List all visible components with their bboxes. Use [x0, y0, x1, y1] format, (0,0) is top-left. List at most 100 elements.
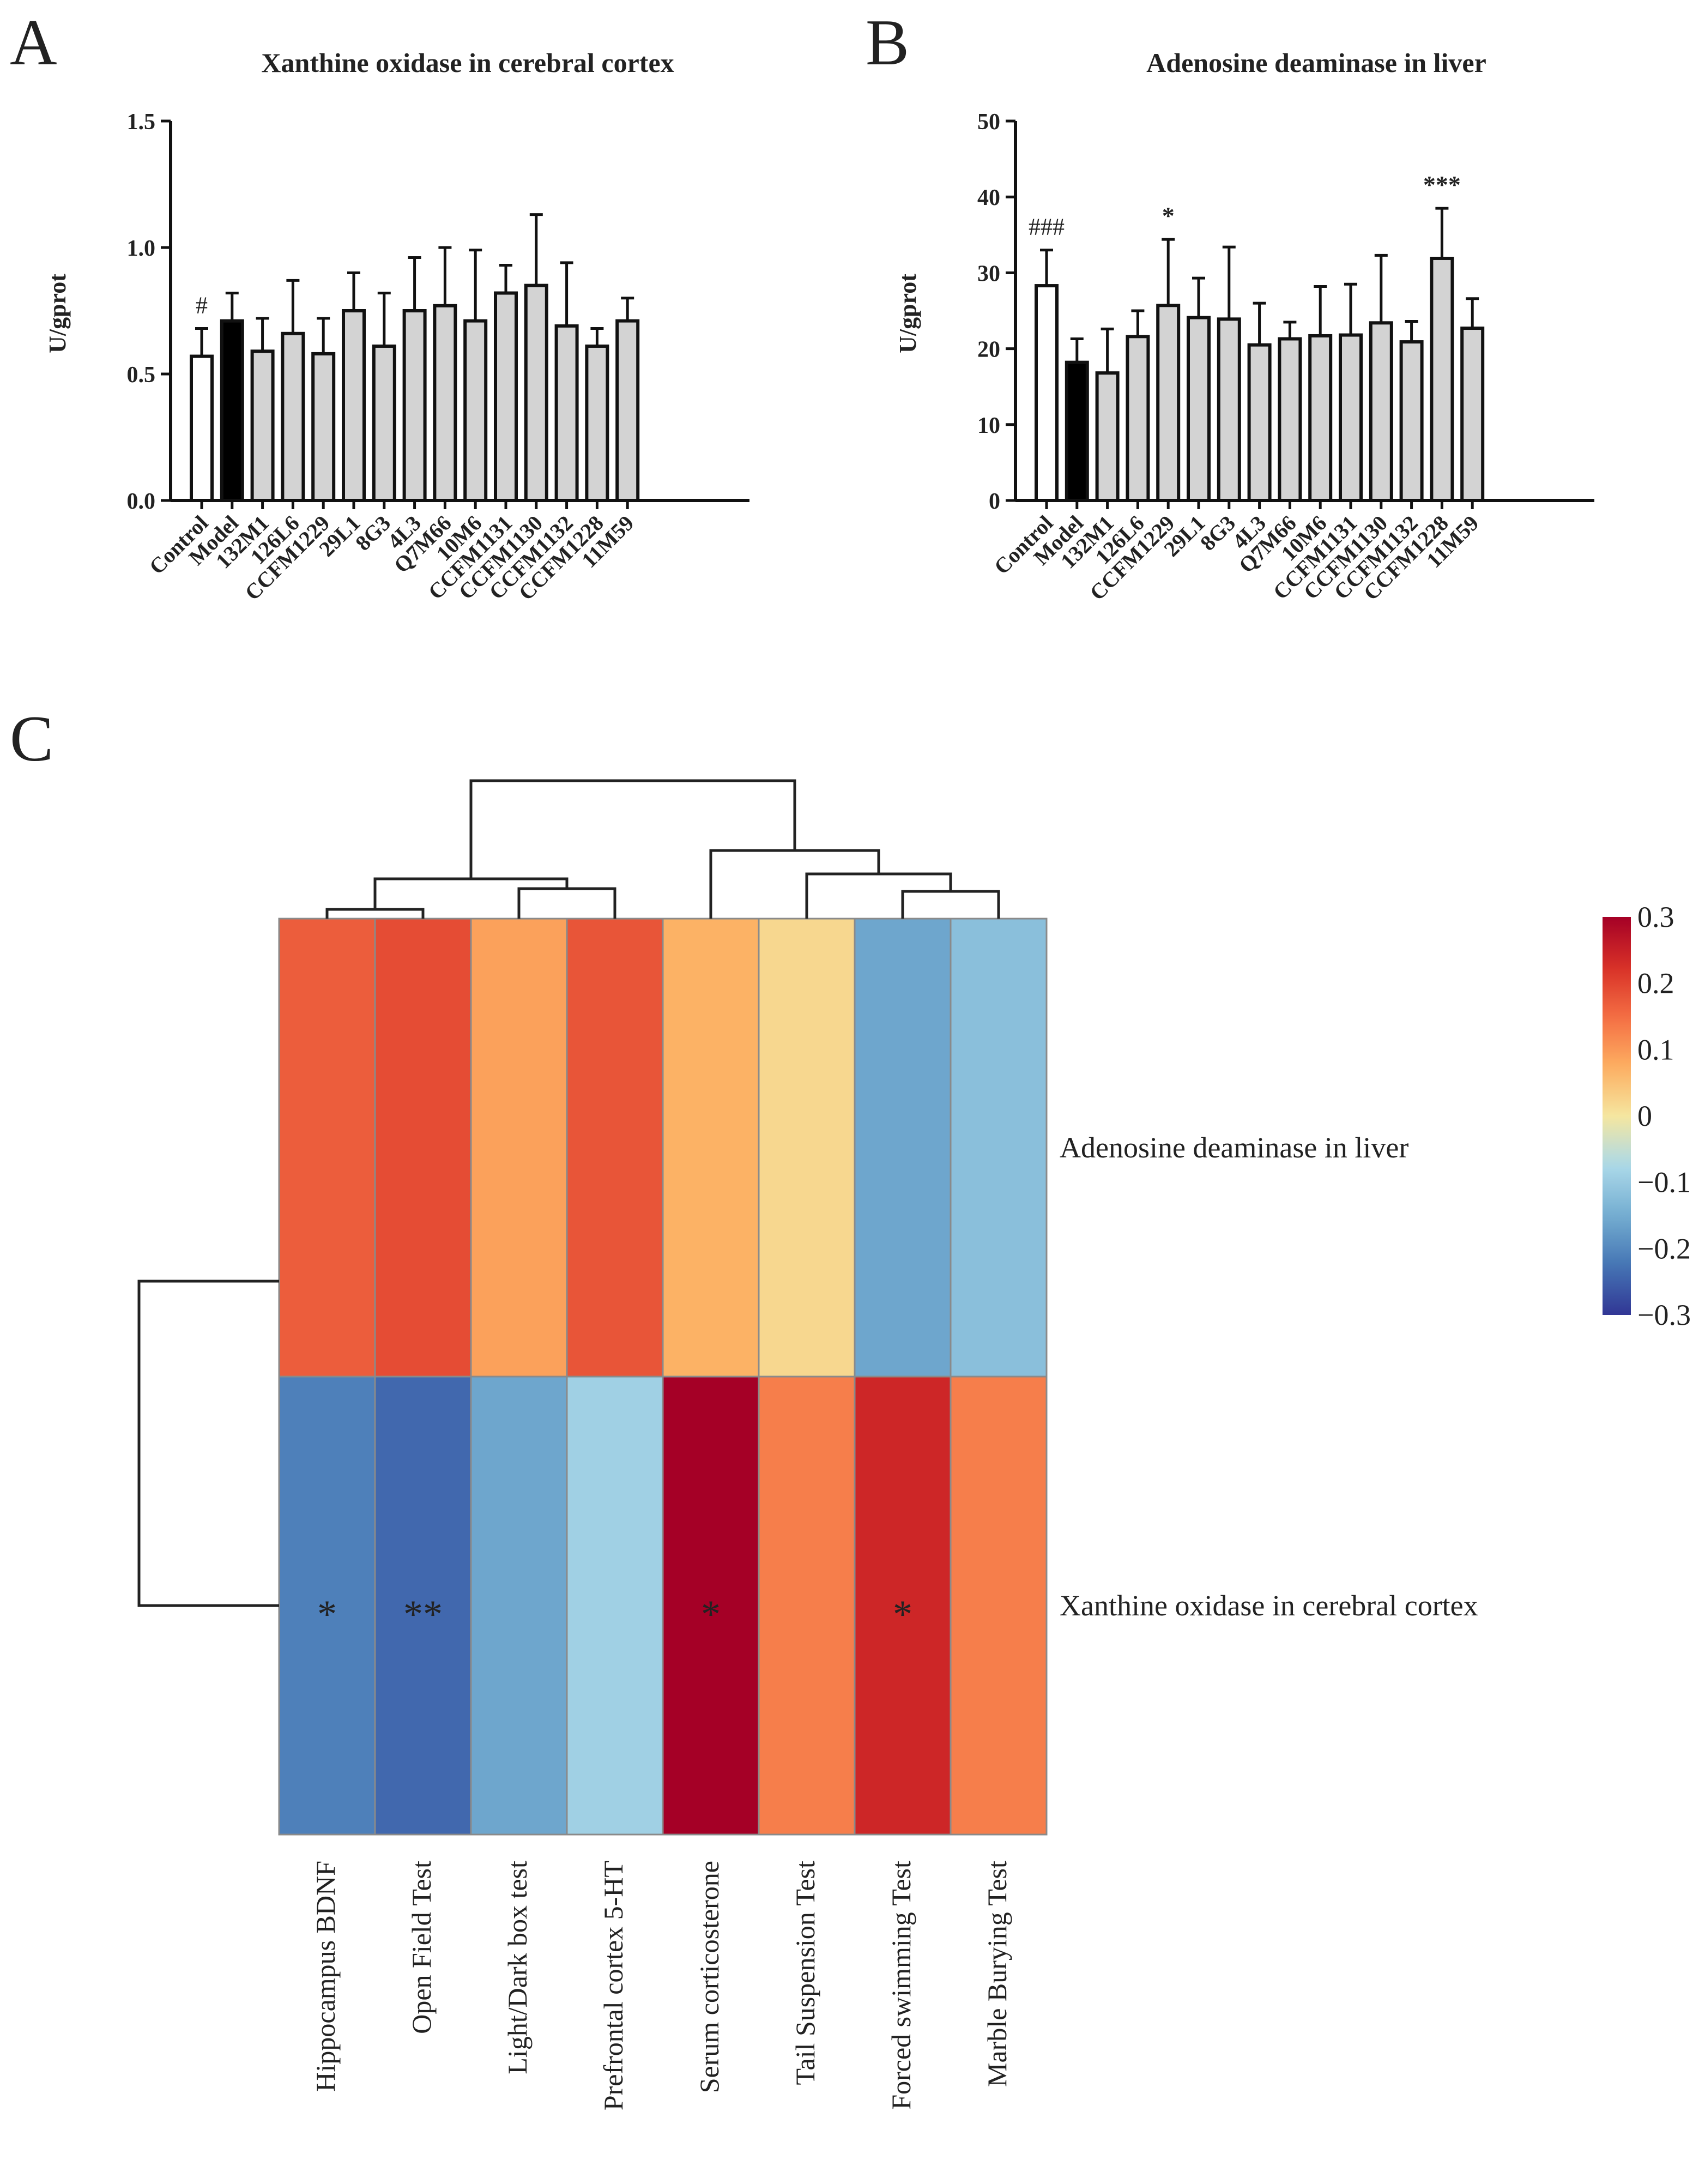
heatmap-cell: [758, 918, 856, 1378]
column-label: Marble Burying Test: [982, 1861, 1012, 2087]
bar: [250, 349, 275, 502]
bar: [1247, 343, 1272, 502]
column-label: Tail Suspension Test: [790, 1861, 820, 2085]
y-tick-label: 0.0: [127, 489, 156, 514]
bar: [1430, 256, 1454, 502]
significance-star: **: [403, 1592, 443, 1636]
y-tick-label: 1.5: [127, 110, 156, 135]
colorbar-tick-label: 0.2: [1637, 967, 1674, 1000]
bar: [1187, 316, 1211, 502]
y-tick-label: 0.5: [127, 363, 156, 388]
panel-letter-c: C: [10, 702, 53, 775]
significance-star: *: [701, 1592, 721, 1636]
significance-label: ***: [1423, 171, 1461, 198]
colorbar-tick-label: −0.3: [1637, 1299, 1691, 1331]
colorbar: 0.3 0.2 0.1 0 −0.1 −0.2 −0.3: [1603, 901, 1691, 1331]
bar: [585, 344, 609, 503]
dendrogram-link: [373, 877, 569, 909]
chart-a-title: Xanthine oxidase in cerebral cortex: [261, 47, 674, 78]
heatmap-cell: [566, 918, 664, 1378]
heatmap-cell: [566, 1375, 664, 1836]
bar: [1399, 340, 1424, 503]
bar: [1369, 321, 1393, 502]
bar: [1339, 333, 1363, 502]
heatmap-column-labels: Hippocampus BDNF Open Field Test Light/Dar…: [310, 1861, 1012, 2110]
column-label: Prefrontal cortex 5-HT: [598, 1861, 628, 2110]
heatmap-cell: [470, 1375, 568, 1836]
bar: [342, 309, 366, 502]
panel-letter-b: B: [866, 6, 909, 79]
heatmap-cell: [278, 918, 376, 1378]
heatmap-cell: [374, 1375, 472, 1836]
heatmap-row-labels: Adenosine deaminase in liver Xanthine oxi…: [1060, 1131, 1478, 1622]
y-tick-label: 1.0: [127, 236, 156, 261]
bar: [494, 291, 518, 503]
bar: [1308, 334, 1333, 502]
heatmap-cell: [374, 918, 472, 1378]
heatmap-significance: * ** * *: [317, 1592, 912, 1636]
column-label: Hippocampus BDNF: [310, 1861, 341, 2092]
dendrogram-link: [901, 890, 1000, 919]
heatmap-cell: [758, 1375, 856, 1836]
dendrogram-link: [709, 849, 880, 919]
dendrogram-link: [325, 908, 425, 919]
bar: [372, 344, 396, 503]
significance-star: *: [317, 1592, 337, 1636]
bar: [524, 283, 548, 502]
dendrogram-link: [469, 779, 796, 879]
panel-letter-a: A: [10, 6, 57, 79]
bar: [402, 309, 427, 502]
bar: [220, 319, 244, 502]
bar: [554, 324, 579, 503]
significance-star: *: [893, 1592, 912, 1636]
bar: [1156, 304, 1181, 502]
bar: [1278, 337, 1302, 503]
chart-b-title: Adenosine deaminase in liver: [1146, 47, 1486, 78]
significance-label: *: [1162, 202, 1175, 230]
chart-a-ylabel: U/gprot: [44, 274, 71, 353]
bar: [311, 352, 336, 502]
heatmap-cell: [854, 918, 952, 1378]
bar: [1126, 335, 1150, 502]
bar: [1095, 371, 1120, 502]
colorbar-tick-label: 0: [1637, 1100, 1652, 1132]
colorbar-tick-label: 0.1: [1637, 1033, 1674, 1066]
row-dendrogram: [137, 1280, 279, 1607]
heatmap-cells: [278, 918, 1048, 1836]
column-label: Forced swimming Test: [886, 1861, 916, 2110]
column-label: Open Field Test: [406, 1861, 437, 2034]
chart-b-ylabel: U/gprot: [894, 274, 921, 353]
bar: [190, 354, 214, 503]
heatmap-cell: [854, 1375, 952, 1836]
dendrogram-link: [137, 1280, 279, 1607]
y-tick-label: 20: [977, 337, 1000, 363]
bar-chart-b: Adenosine deaminase in liver U/gprot 0 10…: [894, 47, 1594, 605]
y-tick-label: 0: [989, 489, 1000, 514]
row-label: Adenosine deaminase in liver: [1060, 1131, 1408, 1164]
significance-label: #: [196, 292, 208, 318]
colorbar-tick-label: −0.2: [1637, 1232, 1691, 1265]
y-tick-label: 40: [977, 185, 1000, 210]
heatmap-cell: [470, 918, 568, 1378]
bar: [433, 304, 457, 502]
heatmap-cell: [950, 918, 1048, 1378]
y-tick-label: 50: [977, 110, 1000, 135]
dendrogram-link: [517, 887, 616, 919]
colorbar-scale: [1603, 917, 1631, 1315]
heatmap-cell: [662, 1375, 760, 1836]
heatmap-cell: [950, 1375, 1048, 1836]
colorbar-tick-label: −0.1: [1637, 1166, 1691, 1199]
row-label: Xanthine oxidase in cerebral cortex: [1060, 1589, 1478, 1622]
bar-chart-a: Xanthine oxidase in cerebral cortex U/gp…: [44, 47, 749, 605]
column-label: Light/Dark box test: [502, 1861, 533, 2074]
dendrogram-link: [805, 872, 952, 919]
significance-label: ###: [1029, 214, 1065, 240]
y-tick-label: 30: [977, 261, 1000, 286]
y-tick-label: 10: [977, 413, 1000, 438]
bar: [281, 331, 305, 502]
heatmap-c: * ** * * Hippocampus BDNF Open Field Test Lig…: [137, 779, 1691, 2110]
bar: [615, 319, 640, 502]
column-dendrogram: [325, 779, 1000, 919]
bar: [1065, 360, 1089, 502]
